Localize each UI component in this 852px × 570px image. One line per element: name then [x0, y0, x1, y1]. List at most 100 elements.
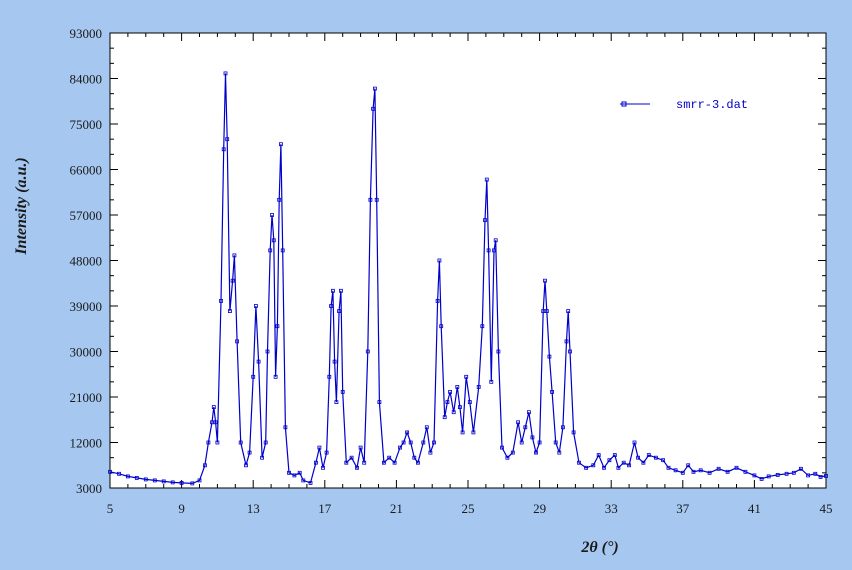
data-point: [227, 309, 232, 314]
data-point: [349, 455, 354, 460]
data-point: [476, 384, 481, 389]
legend-label: smrr-3.dat: [676, 98, 748, 112]
data-point: [492, 248, 496, 253]
data-point: [686, 463, 691, 468]
x-tick-label: 25: [462, 501, 475, 516]
data-point: [405, 430, 410, 435]
data-point: [500, 445, 504, 450]
data-point: [251, 374, 256, 379]
data-point: [547, 354, 552, 359]
data-point: [541, 309, 546, 314]
data-point: [392, 460, 397, 465]
data-point: [451, 410, 456, 415]
data-point: [464, 374, 469, 379]
y-tick-label: 75000: [70, 117, 103, 132]
data-point: [408, 440, 413, 445]
x-tick-label: 29: [533, 501, 546, 516]
data-point: [457, 405, 462, 410]
x-tick-label: 17: [318, 501, 332, 516]
data-point: [602, 465, 606, 470]
y-tick-label: 12000: [70, 436, 103, 451]
y-tick-label: 3000: [76, 481, 102, 496]
data-point: [691, 469, 696, 474]
data-point: [253, 304, 258, 308]
y-tick-label: 66000: [70, 163, 103, 178]
data-point: [308, 480, 313, 485]
y-tick-label: 30000: [70, 345, 103, 360]
data-point: [698, 468, 703, 473]
data-point: [435, 298, 440, 303]
data-point: [759, 476, 764, 481]
data-point: [362, 460, 367, 465]
data-point: [734, 465, 739, 470]
data-point: [632, 440, 637, 445]
data-point: [571, 430, 576, 435]
data-point: [543, 278, 547, 283]
data-point: [421, 440, 426, 445]
data-point: [673, 468, 678, 473]
data-point: [213, 420, 218, 425]
data-point: [221, 147, 226, 152]
data-point: [321, 465, 325, 470]
data-point: [273, 374, 278, 379]
data-point: [271, 238, 276, 243]
x-tick-labels: 5 9 13 17 21 25 29 33 37 41 45: [107, 501, 833, 516]
data-point: [707, 470, 712, 475]
data-point: [377, 400, 382, 405]
data-point: [519, 440, 524, 445]
data-point: [190, 481, 195, 486]
data-point: [448, 389, 453, 394]
x-tick-label: 37: [676, 501, 690, 516]
data-point: [398, 445, 402, 450]
data-point: [577, 460, 581, 465]
data-point: [584, 465, 588, 470]
data-point: [327, 374, 332, 379]
data-point: [467, 400, 472, 405]
data-point: [283, 425, 288, 430]
data-point: [179, 480, 184, 485]
data-point: [210, 420, 214, 425]
y-tick-label: 57000: [70, 208, 103, 223]
data-point: [108, 469, 112, 474]
data-point: [455, 384, 460, 389]
data-point: [818, 474, 823, 479]
data-point: [460, 430, 465, 435]
data-point: [280, 248, 285, 253]
data-point: [152, 478, 157, 483]
data-point: [301, 478, 306, 483]
data-point: [338, 288, 343, 293]
x-tick-label: 41: [748, 501, 761, 516]
data-point: [666, 465, 671, 470]
data-point: [317, 445, 322, 450]
data-point: [161, 479, 166, 484]
data-point: [621, 460, 626, 465]
data-point: [612, 453, 617, 458]
data-point: [371, 106, 376, 111]
data-point: [442, 415, 447, 420]
data-point: [680, 470, 685, 475]
series-line: [109, 73, 827, 485]
data-point: [439, 324, 444, 329]
data-point: [337, 309, 342, 314]
y-axis-title: Intensity (a.u.): [13, 157, 30, 255]
data-point: [268, 248, 273, 253]
data-point: [661, 458, 665, 463]
data-point: [557, 450, 562, 455]
data-point: [636, 455, 640, 460]
x-tick-label: 9: [178, 501, 185, 516]
data-point: [247, 450, 252, 455]
legend-marker: [621, 101, 627, 107]
data-point: [368, 197, 373, 202]
data-point: [437, 258, 442, 263]
data-point: [527, 410, 531, 415]
y-tick-label: 39000: [70, 299, 103, 314]
data-point: [211, 405, 216, 410]
data-point: [401, 440, 406, 445]
data-point: [489, 379, 494, 384]
data-point: [170, 480, 175, 485]
data-point: [256, 359, 261, 364]
x-tick-label: 21: [390, 501, 403, 516]
data-point: [799, 466, 803, 471]
data-point: [550, 389, 554, 394]
